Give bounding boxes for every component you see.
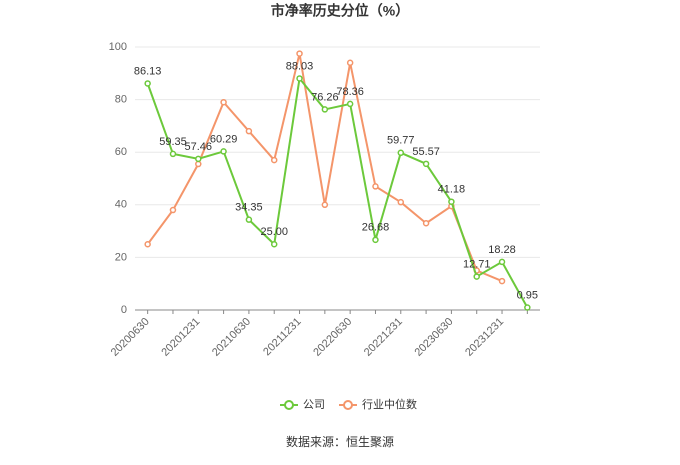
x-tick-label: 20201231 <box>159 316 202 359</box>
data-point <box>195 155 202 163</box>
source: 数据来源：恒生聚源 <box>286 434 394 449</box>
data-label: 59.35 <box>159 136 187 148</box>
data-point <box>220 148 227 155</box>
data-point <box>270 241 278 248</box>
data-label: 76.26 <box>311 91 339 103</box>
data-point <box>321 106 329 113</box>
legend-marker <box>343 400 353 410</box>
data-point <box>144 241 151 248</box>
data-point <box>524 304 531 311</box>
data-label: 34.35 <box>235 202 263 214</box>
legend-item: 行业中位数 <box>339 397 417 411</box>
data-point <box>220 98 227 106</box>
series-line <box>146 76 529 308</box>
data-label: 59.77 <box>387 135 415 147</box>
data-point <box>473 273 480 280</box>
data-point <box>498 277 506 285</box>
data-label: 88.03 <box>286 60 314 72</box>
data-label: 86.13 <box>134 65 162 77</box>
legend-label: 公司 <box>303 399 325 411</box>
data-label: 18.28 <box>488 244 516 256</box>
data-point <box>321 201 329 209</box>
data-point <box>296 50 303 57</box>
data-point <box>270 156 278 164</box>
data-point <box>346 100 354 108</box>
y-tick-label: 60 <box>115 146 127 158</box>
data-label: 55.57 <box>412 146 440 158</box>
legend-label: 行业中位数 <box>362 397 417 411</box>
data-point <box>422 219 430 227</box>
x-tick-label: 20211231 <box>261 316 304 359</box>
y-tick-label: 20 <box>115 251 127 263</box>
data-label: 78.36 <box>336 86 364 98</box>
data-label: 26.68 <box>362 222 390 234</box>
y-tick-label: 80 <box>115 94 127 106</box>
series-line <box>146 53 503 282</box>
data-point <box>144 80 151 87</box>
data-point <box>169 150 177 158</box>
y-tick-label: 0 <box>121 304 127 316</box>
x-tick-label: 20221231 <box>362 316 405 359</box>
y-tick-label: 100 <box>109 41 127 53</box>
data-point <box>296 75 303 82</box>
data-point <box>372 183 379 190</box>
data-label: 60.29 <box>210 133 238 145</box>
x-tick-label: 20230630 <box>412 316 455 359</box>
data-label: 25.00 <box>260 226 288 238</box>
data-point <box>422 160 430 168</box>
data-point <box>245 216 253 223</box>
data-label: 41.18 <box>438 184 466 196</box>
data-label: 12.71 <box>463 258 491 270</box>
x-tick-label: 20200630 <box>109 316 152 359</box>
data-point <box>448 198 455 205</box>
data-point <box>245 127 253 135</box>
data-point <box>397 198 405 206</box>
data-point <box>346 59 354 67</box>
legend-marker <box>284 400 294 410</box>
data-point <box>397 149 405 157</box>
data-point <box>372 236 379 244</box>
data-point <box>169 206 177 214</box>
x-tick-label: 20210630 <box>210 316 253 359</box>
data-point <box>195 160 202 168</box>
data-point <box>498 258 506 266</box>
data-label: 0.95 <box>517 289 538 301</box>
x-tick-label: 20231231 <box>463 316 506 359</box>
legend-item: 公司 <box>280 399 325 411</box>
chart-title: 市净率历史分位（%） <box>271 3 409 19</box>
y-tick-label: 40 <box>115 199 127 211</box>
data-label: 57.46 <box>185 141 213 153</box>
x-tick-label: 20220630 <box>311 316 354 359</box>
